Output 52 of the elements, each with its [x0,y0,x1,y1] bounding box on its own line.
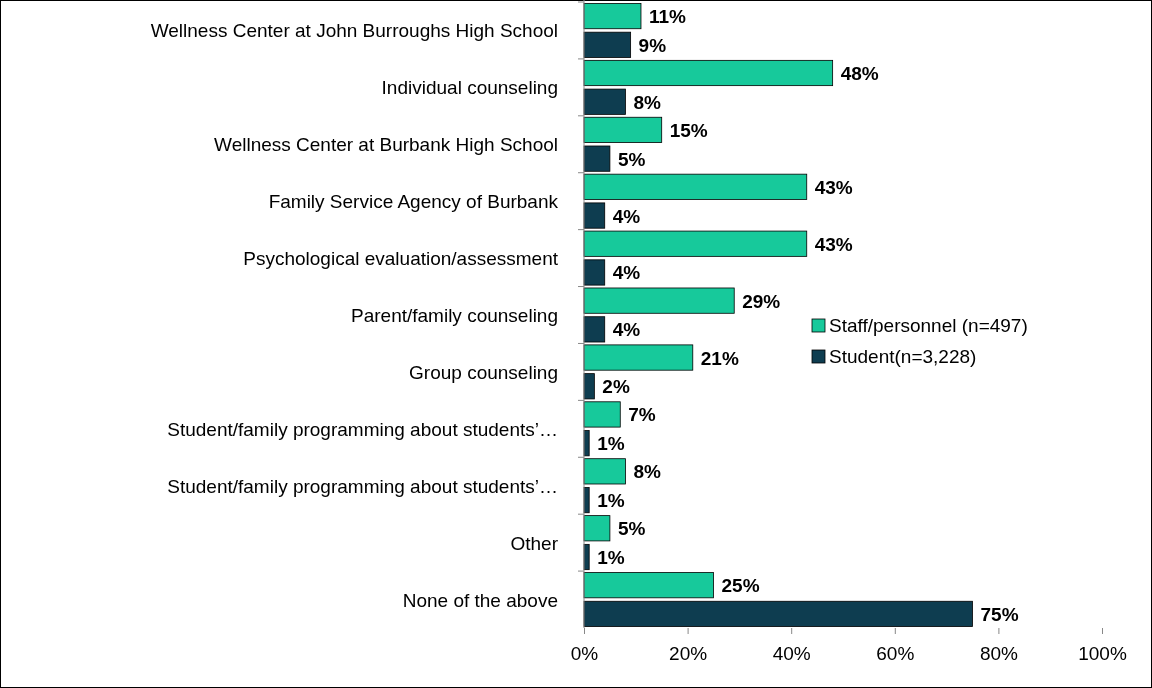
data-label: 75% [980,603,1019,625]
data-label: 15% [669,119,708,141]
bar [583,31,632,58]
bar [583,3,642,30]
bar [583,116,663,143]
data-label: 25% [721,575,760,597]
data-label: 4% [612,319,641,341]
data-label: 29% [742,290,781,312]
y-tick-label: Wellness Center at John Burroughs High School [150,20,558,42]
legend-label: Student(n=3,228) [829,346,977,367]
data-label: 5% [617,518,646,540]
y-tick-label: Other [510,532,559,554]
data-label: 48% [840,62,879,84]
data-label: 9% [638,34,667,56]
data-label: 21% [700,347,739,369]
data-label: 1% [597,490,625,512]
x-tick-label: 0% [570,642,599,664]
bar [583,600,973,627]
y-tick-label: None of the above [402,589,558,611]
bar [583,88,626,115]
data-label: 11% [648,6,687,28]
x-tick-label: 20% [669,642,708,664]
y-tick-label: Psychological evaluation/assessment [243,248,559,270]
x-tick-label: 80% [979,642,1019,664]
data-label: 2% [602,376,630,398]
y-tick-label: Student/family programming about students’… [167,418,558,440]
data-label: 8% [633,461,662,483]
y-tick-label: Family Service Agency of Burbank [268,191,559,213]
data-label: 1% [597,547,625,569]
data-label: 8% [633,91,662,113]
data-label: 7% [628,404,656,426]
y-tick-label: Group counseling [409,361,558,383]
bar [583,572,714,599]
legend-label: Staff/personnel (n=497) [829,315,1028,336]
data-label: 4% [612,205,641,227]
y-tick-label: Individual counseling [381,77,558,99]
bar [583,173,808,200]
x-tick-label: 100% [1078,642,1127,664]
data-label: 43% [814,176,853,198]
y-tick-label: Parent/family counseling [351,305,558,326]
data-label: 43% [814,233,853,255]
bar [583,59,834,87]
bar [583,145,611,172]
data-label: 1% [597,433,625,455]
data-label: 5% [617,148,646,170]
x-tick-label: 40% [772,642,811,664]
x-tick-label: 60% [876,642,915,664]
data-label: 4% [612,262,641,284]
bar [583,515,611,542]
y-tick-label: Wellness Center at Burbank High School [214,134,558,156]
bar [583,458,626,485]
y-tick-label: Student/family programming about students’… [167,475,558,497]
